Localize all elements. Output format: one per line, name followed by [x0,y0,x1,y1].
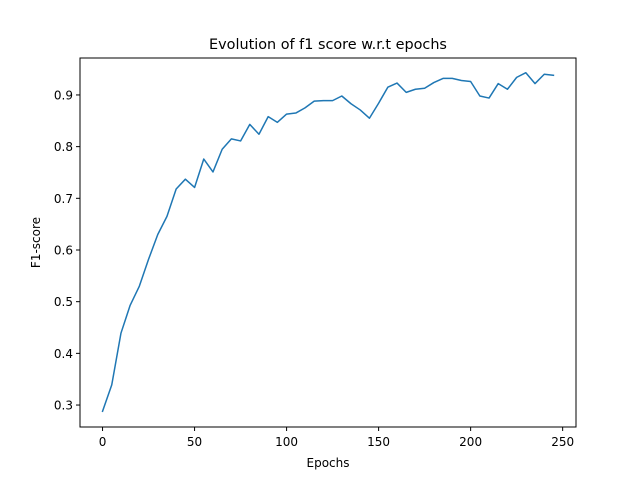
x-tick-label: 100 [275,435,298,449]
y-tick-label: 0.7 [54,192,73,206]
x-axis-label: Epochs [307,456,350,470]
y-tick-label: 0.8 [54,140,73,154]
series-group [101,71,555,413]
y-tick-label: 0.9 [54,88,73,102]
y-axis-ticks: 0.3 0.4 0.5 0.6 0.7 0.8 0.9 [54,88,80,413]
axes-frame [79,57,577,428]
x-tick-label: 250 [551,435,574,449]
y-tick-label: 0.6 [54,243,73,257]
series-line [101,71,555,413]
y-axis-label: F1-score [29,217,43,268]
x-axis-ticks: 0 50 100 150 200 250 [99,427,574,449]
y-tick-label: 0.4 [54,347,73,361]
x-tick-label: 200 [459,435,482,449]
x-tick-label: 150 [367,435,390,449]
y-tick-label: 0.3 [54,399,73,413]
x-tick-label: 50 [187,435,202,449]
y-tick-label: 0.5 [54,295,73,309]
chart-title: Evolution of f1 score w.r.t epochs [209,37,447,53]
x-tick-label: 0 [99,435,107,449]
